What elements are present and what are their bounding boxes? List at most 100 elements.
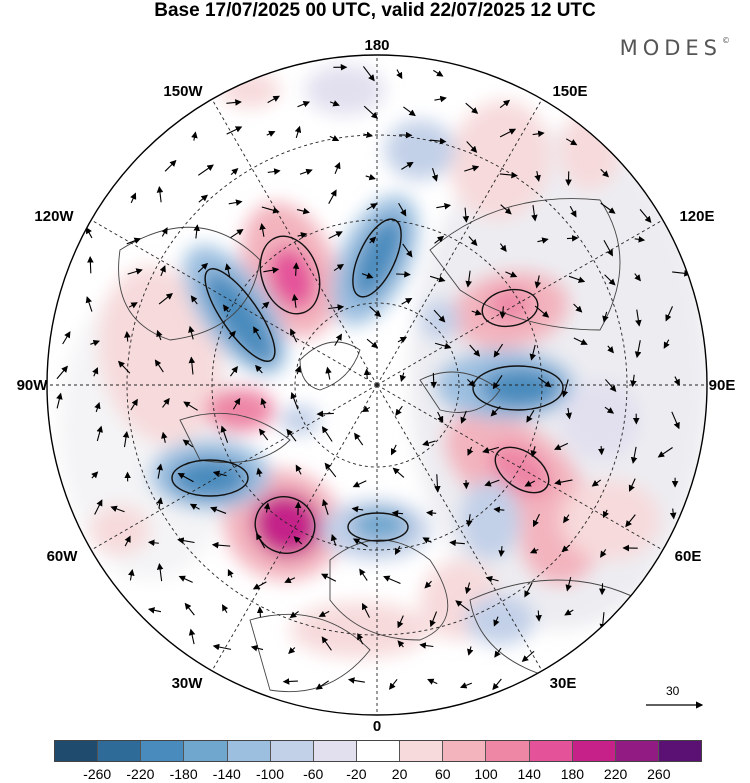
wind-arrow (484, 479, 500, 487)
wind-arrow (561, 379, 569, 398)
wind-arrow (437, 411, 444, 424)
wind-arrow (605, 379, 617, 392)
wind-arrow (464, 582, 472, 595)
wind-arrow (403, 106, 416, 117)
wind-arrow (128, 302, 138, 309)
wind-arrow (397, 615, 404, 629)
wind-arrow (467, 646, 474, 656)
colorbar-tick-label: -220 (126, 766, 155, 782)
wind-arrow (156, 329, 163, 341)
wind-arrow (324, 462, 337, 478)
wind-arrow (363, 368, 371, 380)
lon-label-60w: 60W (47, 548, 79, 565)
wind-arrow (634, 236, 646, 243)
wind-arrow (534, 305, 550, 318)
wind-arrow (361, 405, 371, 412)
wind-arrow (359, 568, 368, 581)
wind-arrow (569, 205, 577, 218)
lon-label-30w: 30W (172, 675, 204, 692)
wind-arrow (334, 161, 341, 174)
wind-arrow (524, 480, 536, 487)
wind-arrow (261, 301, 270, 309)
wind-arrow (537, 237, 549, 244)
wind-arrow (391, 444, 397, 456)
lon-label-150e: 150E (552, 83, 587, 100)
wind-arrow (427, 678, 438, 685)
wind-arrow (494, 647, 502, 658)
wind-arrow (255, 364, 263, 374)
colorbar-tick-label: -100 (255, 766, 285, 782)
wind-arrow (211, 541, 231, 549)
wind-arrow (333, 263, 345, 271)
lon-label-120w: 120W (34, 208, 74, 225)
wind-arrow (260, 397, 267, 409)
wind-arrow (395, 405, 403, 416)
wind-arrow (189, 503, 200, 510)
wind-arrow (334, 333, 342, 346)
wind-arrow (565, 576, 572, 592)
colorbar-tick-label: -260 (83, 766, 112, 782)
wind-arrow (128, 568, 135, 581)
wind-arrow (465, 270, 472, 288)
wind-vectors (56, 63, 691, 691)
wind-arrow (499, 171, 518, 179)
modes-logo: MODES© (620, 36, 730, 60)
wind-arrow (212, 643, 232, 651)
wind-arrow (434, 95, 447, 103)
wind-arrow (188, 325, 195, 340)
wind-arrow (284, 576, 296, 583)
wind-arrow (318, 610, 330, 617)
wind-arrow (607, 345, 614, 354)
lon-label-150w: 150W (163, 83, 203, 100)
wind-arrow (253, 326, 262, 340)
wind-arrow (402, 243, 413, 258)
colorbar-tick-label: -60 (303, 766, 324, 782)
wind-arrow (388, 678, 398, 690)
wind-arrow (328, 231, 343, 239)
wind-arrow (347, 677, 365, 684)
wind-arrow (600, 168, 610, 178)
wind-arrow (466, 141, 478, 153)
wind-arrow (85, 296, 93, 312)
vector-scale-arrow (646, 701, 704, 709)
wind-arrow (500, 204, 512, 215)
wind-arrow (256, 606, 264, 618)
wind-arrow (289, 611, 299, 619)
wind-arrow (110, 505, 125, 513)
wind-arrow (365, 173, 376, 181)
wind-arrow (673, 376, 680, 386)
wind-arrow (198, 194, 208, 203)
wind-arrow (177, 472, 194, 483)
map-title: Base 17/07/2025 00 UTC, valid 22/07/2025… (154, 0, 596, 21)
wind-arrow (228, 330, 236, 340)
wind-arrow (530, 446, 537, 458)
wind-arrow (252, 581, 267, 590)
wind-arrow (294, 125, 302, 139)
wind-arrow (422, 537, 432, 544)
wind-arrow (399, 372, 407, 383)
wind-arrow (315, 680, 329, 690)
lon-label-90e: 90E (709, 377, 736, 394)
wind-arrow (220, 425, 229, 443)
wind-arrow (469, 344, 481, 357)
wind-arrow (362, 66, 375, 82)
wind-arrow (263, 266, 280, 274)
wind-arrow (267, 168, 281, 175)
wind-arrow (226, 126, 243, 135)
colorbar-tick-label: 140 (517, 766, 541, 782)
wind-arrow (130, 192, 137, 204)
wind-arrow (321, 636, 332, 651)
wind-arrow (297, 101, 311, 108)
wind-arrow (321, 573, 337, 582)
colorbar-swatch (572, 740, 616, 762)
wind-arrow (361, 272, 374, 279)
wind-arrow (328, 304, 345, 311)
wind-arrow (426, 509, 437, 517)
wind-arrow (526, 410, 535, 423)
wind-arrow (639, 209, 652, 223)
wind-arrow (599, 583, 606, 596)
wind-arrow (267, 95, 280, 104)
wind-arrow (499, 128, 517, 138)
wind-arrow (657, 447, 673, 458)
wind-arrow (188, 356, 196, 375)
